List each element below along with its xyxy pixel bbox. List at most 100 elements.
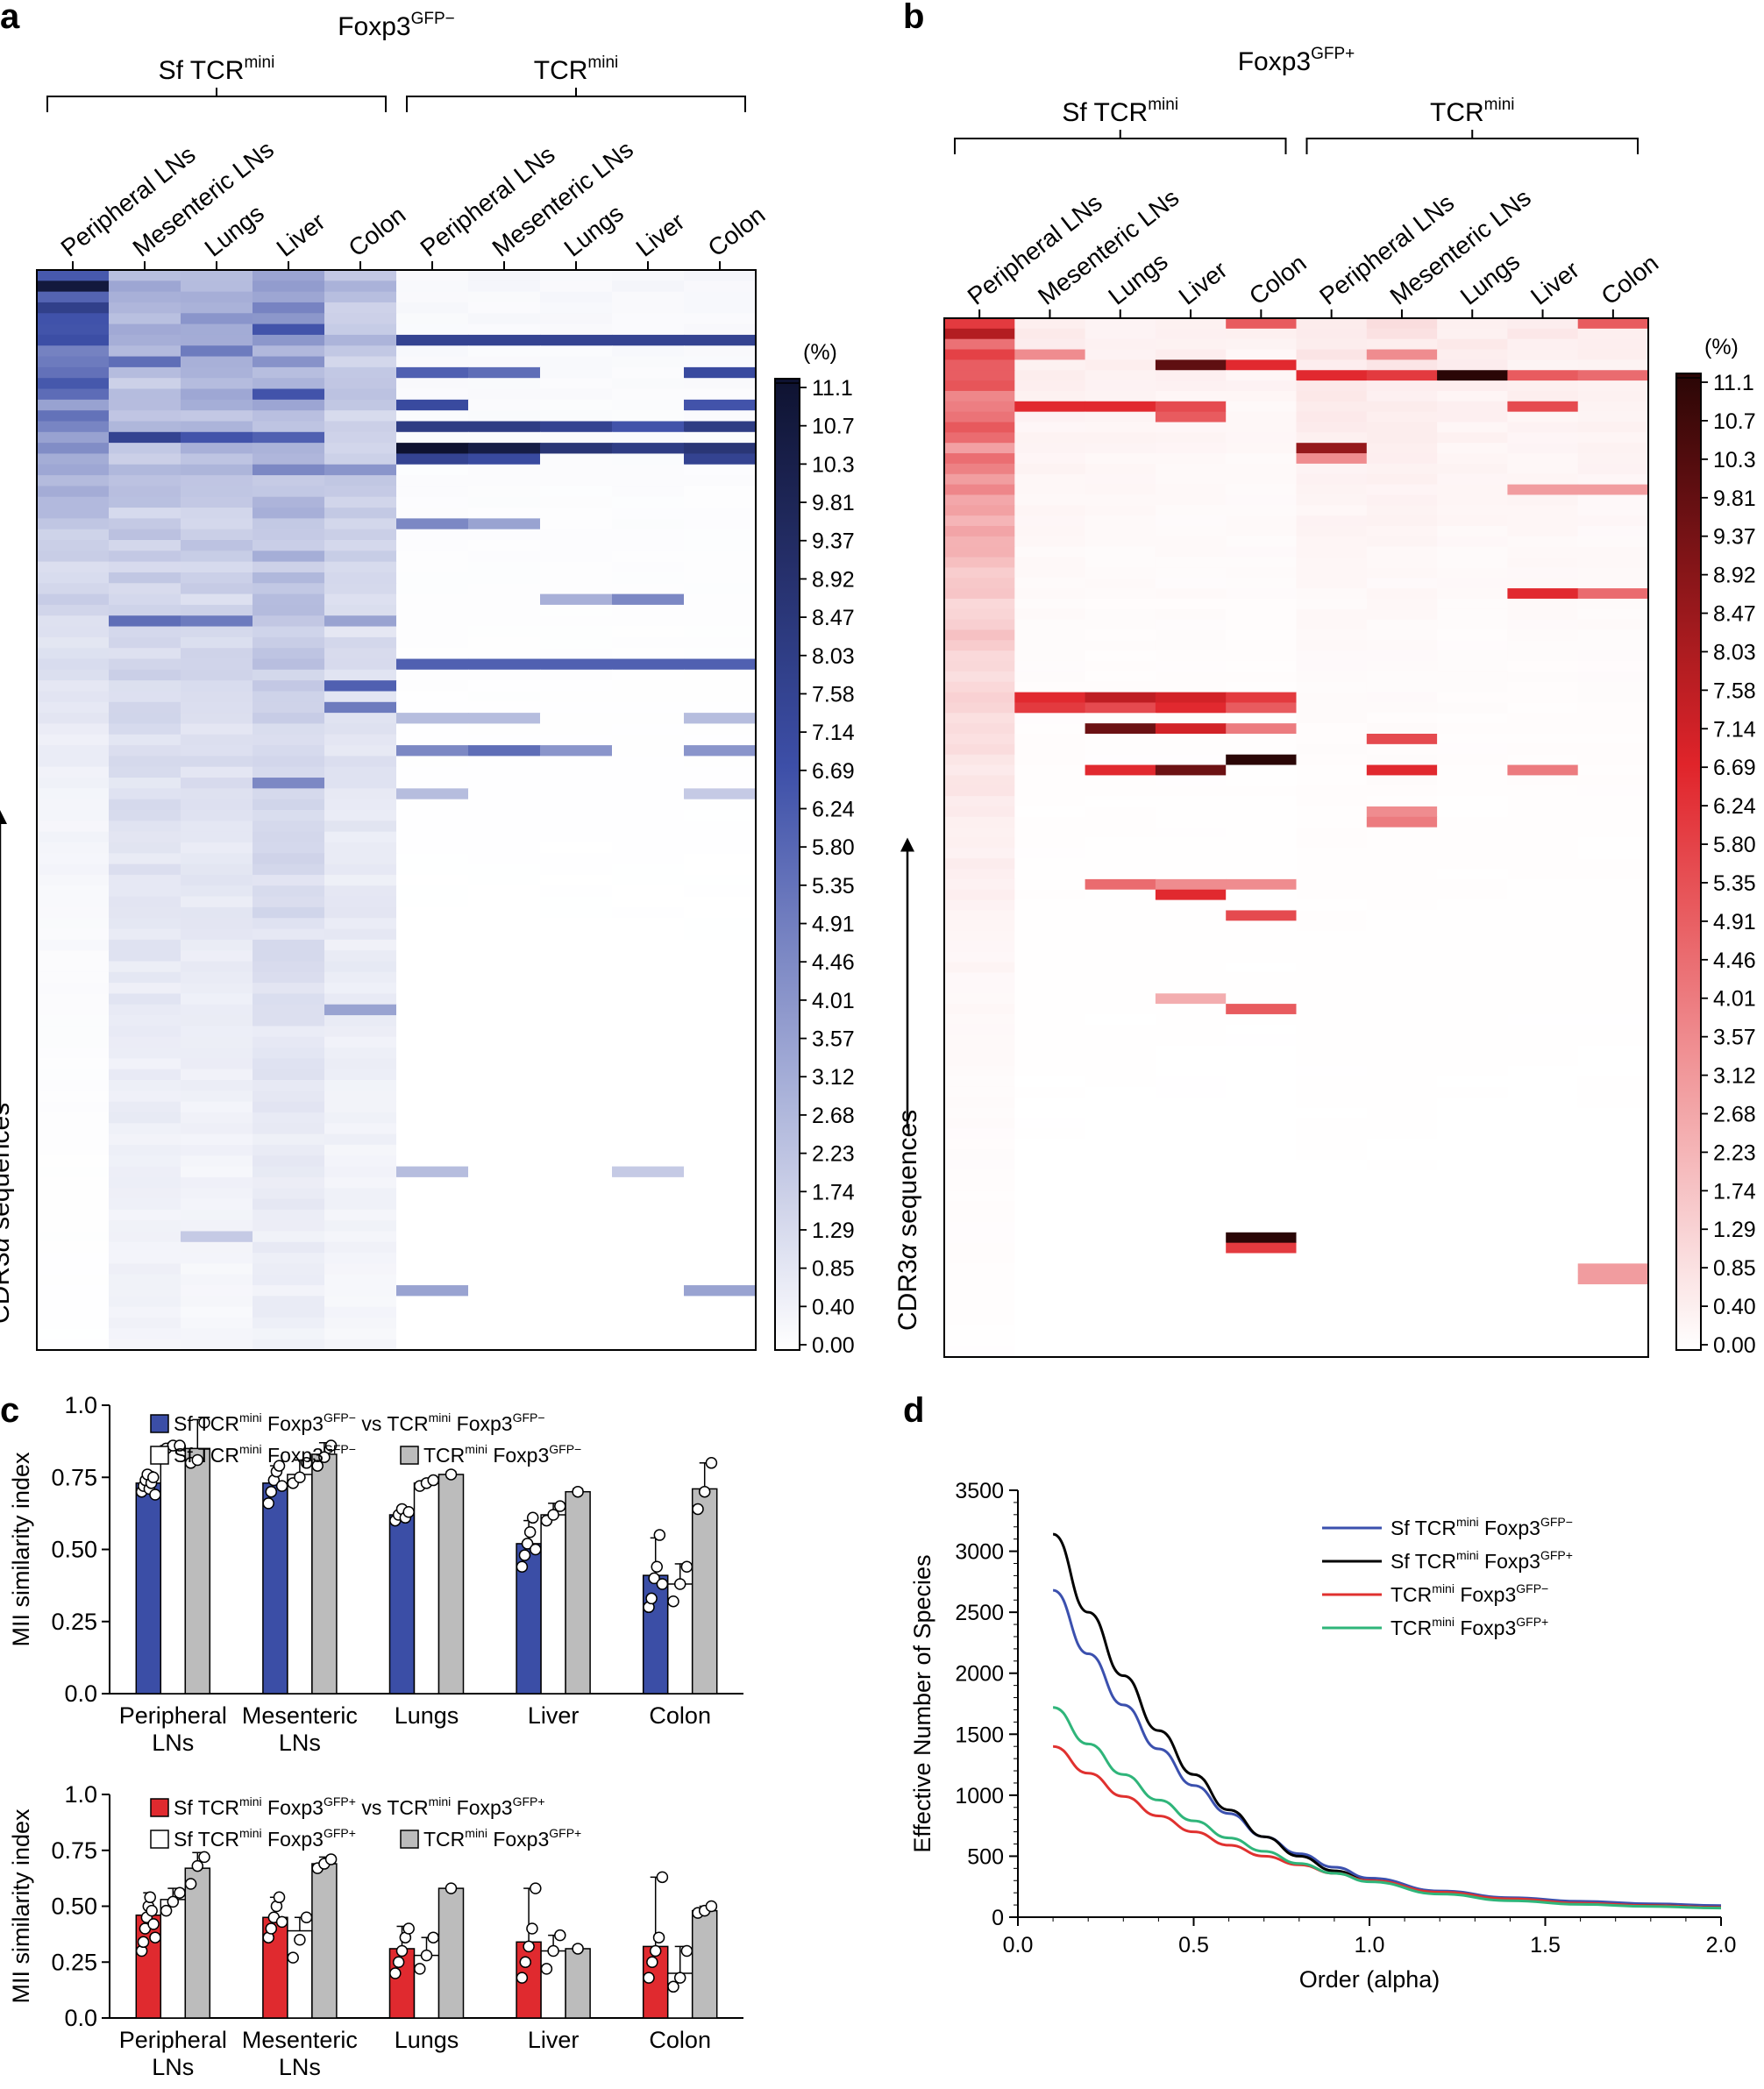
heatmap-cell [109,821,181,833]
heatmap-cell [253,540,325,551]
heatmap-cell [253,1209,325,1221]
heatmap-cell [944,619,1015,631]
heatmap-cell [1155,567,1227,579]
text-part: Foxp3 [451,1412,512,1435]
heatmap-cell [1507,1076,1579,1088]
heatmap-cell [324,680,397,693]
heatmap-cell [944,484,1015,496]
heatmap-cell [612,1166,685,1178]
heatmap-cell [1014,1253,1086,1264]
heatmap-cell [1437,1076,1508,1088]
heatmap-cell [1507,910,1579,921]
heatmap-cell [1155,619,1227,631]
y-axis-label-part: α [0,1236,15,1252]
heatmap-cell [1296,1284,1368,1296]
heatmap-cell [396,1026,469,1038]
heatmap-cell [1085,878,1156,891]
heatmap-cell [944,1336,1015,1347]
heatmap-cell [1155,422,1227,433]
heatmap-cell [944,878,1015,891]
heatmap-cell [324,1101,397,1113]
heatmap-cell [181,1241,253,1254]
heatmap-cell [684,745,757,757]
heatmap-cell [181,1296,253,1308]
heatmap-cell [1155,640,1227,651]
y-axis-arrow-head [900,837,914,852]
heatmap-cell [109,713,181,725]
heatmap-cell [1507,1118,1579,1129]
heatmap-cell [468,291,541,303]
data-point [705,1457,718,1469]
heatmap-cell [944,526,1015,537]
heatmap-cell [1296,1013,1368,1026]
heatmap-cell [1155,734,1227,745]
heatmap-cell [37,1036,110,1048]
heatmap-cell [612,378,685,390]
heatmap-cell [1437,640,1508,651]
heatmap-cell [324,1231,397,1243]
heatmap-cell [684,1220,757,1233]
data-point [667,1980,679,1993]
heatmap-cell [468,842,541,854]
heatmap-cell [1085,734,1156,745]
heatmap-cell [1085,1066,1156,1077]
heatmap-cell [253,950,325,963]
heatmap-cell [324,701,397,714]
heatmap-cell [324,636,397,649]
heatmap-cell [684,1091,757,1103]
heatmap-cell [181,356,253,368]
heatmap-cell [324,464,397,476]
heatmap-cell [1296,848,1368,859]
heatmap-cell [540,323,613,336]
heatmap-cell [253,1198,325,1211]
text-part: Foxp3 [262,1796,324,1819]
heatmap-cell [396,906,469,919]
heatmap-cell [1507,993,1579,1005]
heatmap-cell [1507,816,1579,828]
heatmap-cell [1577,567,1649,579]
heatmap-cell [181,540,253,551]
heatmap-cell [468,345,541,358]
heatmap-cell [1085,1139,1156,1150]
heatmap-cell [1085,1190,1156,1202]
heatmap-cell [1296,328,1368,340]
heatmap-cell [1577,962,1649,974]
heatmap-cell [1226,931,1298,942]
heatmap-cell [181,1231,253,1243]
heatmap-cell [1155,796,1227,807]
heatmap-cell [944,734,1015,745]
heatmap-cell [109,853,181,865]
heatmap-cell [468,939,541,951]
heatmap-cell [684,291,757,303]
heatmap-cell [612,961,685,973]
heatmap-cell [1366,1066,1438,1077]
heatmap-cell [1296,1128,1368,1140]
heatmap-cell [109,1112,181,1124]
heatmap-cell [944,349,1015,360]
heatmap-cell [612,821,685,833]
text-part: TCR [1391,1583,1432,1606]
heatmap-cell [1577,1304,1649,1317]
heatmap-cell [1577,1284,1649,1296]
heatmap-cell [1366,1128,1438,1140]
heatmap-cell [253,356,325,368]
heatmap-cell [37,593,110,606]
data-point [294,1934,306,1946]
data-point [572,1943,584,1955]
heatmap-cell [1155,785,1227,797]
heatmap-cell [324,1123,397,1135]
heatmap-cell [1296,692,1368,704]
heatmap-cell [1366,951,1438,963]
heatmap-cell [540,691,613,703]
heatmap-cell [1014,453,1086,465]
heatmap-cell [1296,588,1368,600]
heatmap-cell [181,831,253,843]
heatmap-cell [181,766,253,778]
heatmap-cell [1296,338,1368,351]
heatmap-cell [1155,338,1227,351]
legend-label: Sf TCRmini Foxp3GFP− [1391,1515,1573,1539]
heatmap-cell [109,1155,181,1168]
heatmap-cell [1155,598,1227,610]
heatmap-cell [324,648,397,660]
